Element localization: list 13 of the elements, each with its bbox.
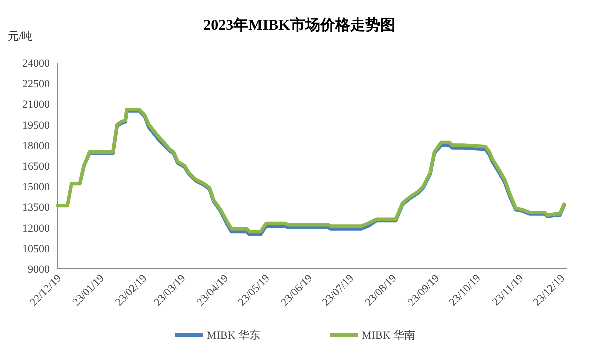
ytick: 16500 (22, 161, 50, 173)
ytick: 19500 (22, 120, 50, 132)
title: 2023年MIBK市场价格走势图 (204, 18, 396, 34)
ytick: 10500 (22, 243, 50, 256)
ytick: 12000 (22, 222, 50, 235)
ylabel: 元/吨 (8, 31, 34, 43)
ytick: 13500 (22, 202, 50, 214)
ytick: 21000 (22, 99, 50, 112)
ytick: 9000 (28, 264, 50, 276)
ytick: 18000 (22, 140, 50, 152)
ytick: 24000 (22, 58, 50, 70)
ytick: 22500 (22, 78, 50, 91)
ytick: 15000 (22, 182, 50, 194)
